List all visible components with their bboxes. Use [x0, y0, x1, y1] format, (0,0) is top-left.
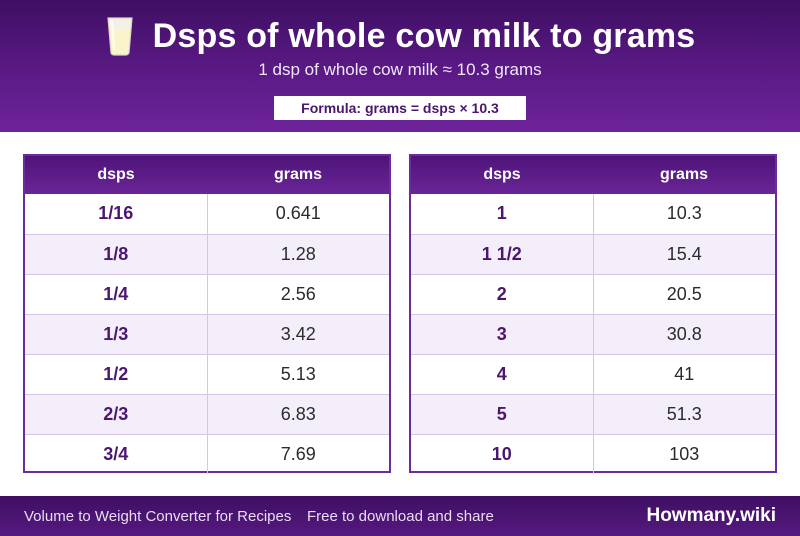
table-row: 3 30.8	[411, 314, 775, 354]
dsps-cell: 3/4	[25, 435, 208, 474]
grams-cell: 7.69	[280, 444, 316, 464]
page-title: Dsps of whole cow milk to grams	[152, 16, 696, 55]
dsps-cell: 1	[411, 194, 594, 234]
dsps-cell: 1/3	[25, 315, 208, 354]
grams-cell: 0.641	[275, 203, 321, 223]
grams-cell: 10.3	[666, 203, 702, 223]
dsps-cell: 1/16	[25, 194, 208, 234]
grams-cell: 5.13	[280, 364, 316, 384]
dsps-cell: 5	[411, 395, 594, 434]
table-row: 1 1/2 15.4	[411, 234, 775, 274]
grams-cell: 51.3	[666, 404, 702, 424]
dsps-cell: 1 1/2	[411, 235, 594, 274]
table-body: 1/16 0.641 1/8 1.28 1/4 2.56 1/3 3.42 1/…	[25, 194, 389, 474]
milk-glass-icon	[105, 16, 135, 56]
grams-cell: 2.56	[280, 284, 316, 304]
table-row: 1/16 0.641	[25, 194, 389, 234]
table-row: 1/3 3.42	[25, 314, 389, 354]
grams-cell: 103	[669, 444, 700, 464]
grams-cell: 30.8	[666, 324, 702, 344]
dsps-cell: 1/4	[25, 275, 208, 314]
grams-cell: 41	[674, 364, 695, 384]
table-body: 1 10.3 1 1/2 15.4 2 20.5 3 30.8 4 41 5 5…	[411, 194, 775, 474]
title-row: Dsps of whole cow milk to grams	[0, 14, 800, 58]
header: Dsps of whole cow milk to grams 1 dsp of…	[0, 0, 800, 132]
table-row: 1/2 5.13	[25, 354, 389, 394]
table-header: dsps grams	[411, 156, 775, 194]
table-row: 3/4 7.69	[25, 434, 389, 474]
formula-badge: Formula: grams = dsps × 10.3	[274, 96, 526, 120]
subtitle: 1 dsp of whole cow milk ≈ 10.3 grams	[258, 60, 542, 79]
conversion-table-right: dsps grams 1 10.3 1 1/2 15.4 2 20.5 3 30…	[409, 154, 777, 474]
dsps-cell: 2/3	[25, 395, 208, 434]
footer: Volume to Weight Converter for Recipes F…	[0, 496, 800, 536]
grams-cell: 1.28	[280, 244, 316, 264]
dsps-cell: 10	[411, 435, 594, 474]
conversion-table-left: dsps grams 1/16 0.641 1/8 1.28 1/4 2.56 …	[23, 154, 391, 474]
footer-note: Free to download and share	[307, 508, 494, 525]
table-row: 2 20.5	[411, 274, 775, 314]
table-row: 1/4 2.56	[25, 274, 389, 314]
table-row: 5 51.3	[411, 394, 775, 434]
table-row: 1 10.3	[411, 194, 775, 234]
dsps-cell: 3	[411, 315, 594, 354]
brand-logo-text[interactable]: Howmany.wiki	[646, 505, 776, 526]
column-header-grams: grams	[273, 166, 323, 183]
dsps-cell: 1/2	[25, 355, 208, 394]
footer-tagline: Volume to Weight Converter for Recipes	[24, 508, 292, 525]
dsps-cell: 4	[411, 355, 594, 394]
table-header: dsps grams	[25, 156, 389, 194]
column-header-dsps: dsps	[97, 166, 135, 183]
table-row: 1/8 1.28	[25, 234, 389, 274]
table-row: 4 41	[411, 354, 775, 394]
grams-cell: 20.5	[666, 284, 702, 304]
dsps-cell: 2	[411, 275, 594, 314]
column-header-grams: grams	[659, 166, 709, 183]
dsps-cell: 1/8	[25, 235, 208, 274]
column-header-dsps: dsps	[483, 166, 521, 183]
grams-cell: 3.42	[280, 324, 316, 344]
grams-cell: 6.83	[280, 404, 316, 424]
grams-cell: 15.4	[666, 244, 702, 264]
table-row: 10 103	[411, 434, 775, 474]
table-row: 2/3 6.83	[25, 394, 389, 434]
